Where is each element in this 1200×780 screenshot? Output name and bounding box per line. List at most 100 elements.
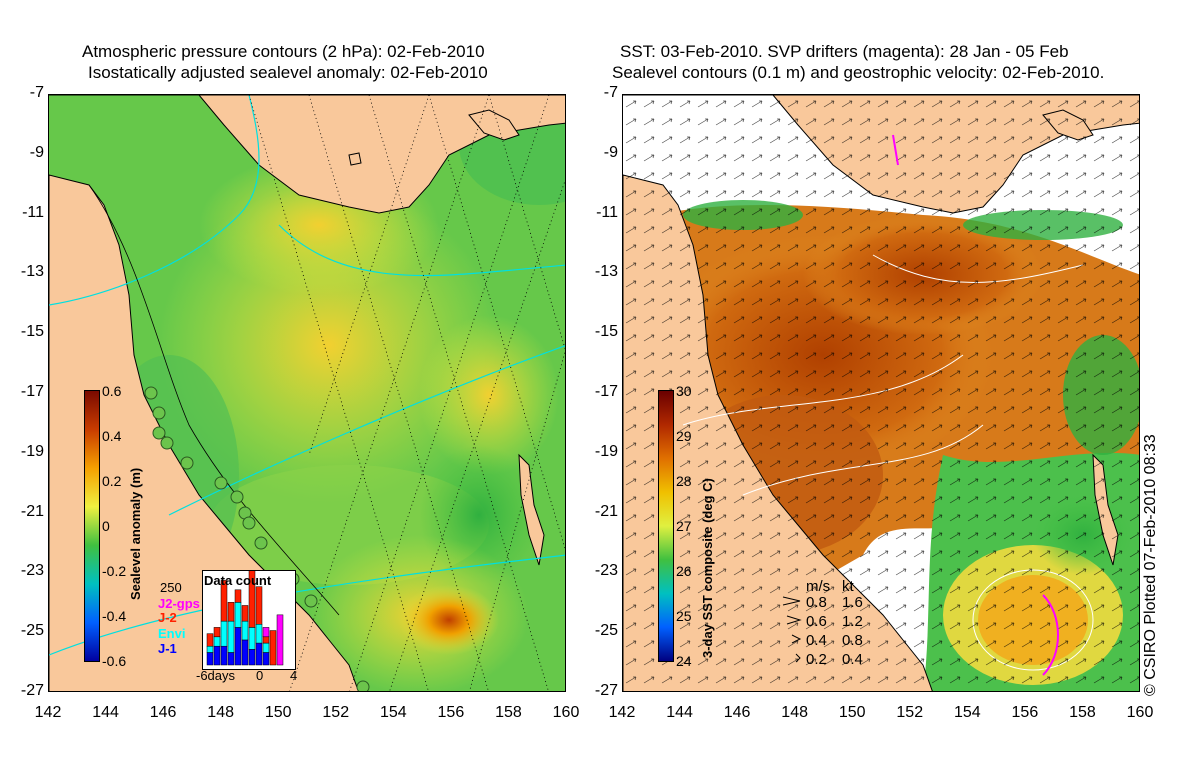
velocity-kt-value: 0.4 (842, 651, 863, 668)
colorbar-tick-label: -0.6 (102, 653, 127, 669)
y-tick-label: -17 (594, 383, 618, 400)
histogram-bar-segment (262, 636, 270, 644)
x-tick-label: 150 (264, 704, 292, 721)
velocity-ms-value: 0.2 (806, 651, 827, 668)
legend-j2: J-2 (158, 610, 177, 625)
velocity-ms-value: 0.8 (806, 594, 827, 611)
x-tick-label: 152 (896, 704, 924, 721)
velocity-kt-value: 1.2 (842, 613, 863, 630)
copyright-notice: © CSIRO Plotted 07-Feb-2010 08:33 (1142, 434, 1159, 696)
inset-xtick-2: 4 (290, 668, 298, 683)
velocity-arrow-icon (786, 613, 802, 630)
histogram-bar-segment (234, 589, 242, 603)
colorbar-tick-label: 26 (676, 563, 692, 579)
histogram-bar-segment (241, 639, 249, 666)
y-tick-label: -11 (596, 203, 618, 221)
colorbar-tick-label: 28 (676, 473, 692, 489)
velocity-arrow-icon (795, 651, 802, 668)
sst-map (622, 94, 1140, 692)
histogram-bar-segment (220, 620, 228, 647)
y-tick-label: -15 (594, 323, 618, 341)
histogram-bar-segment (269, 630, 277, 666)
histogram-bar-segment (227, 652, 235, 666)
colorbar-tick-label: 0.2 (102, 473, 122, 489)
x-tick-label: 158 (1069, 704, 1096, 721)
x-tick-label: 156 (1011, 704, 1039, 721)
x-tick-label: 158 (495, 704, 522, 721)
y-tick-label: -23 (594, 562, 618, 580)
inset-xtick-1: 0 (256, 668, 264, 683)
colorbar-tick-label: -0.2 (102, 563, 127, 579)
histogram-bar-segment (213, 627, 221, 638)
colorbar-tick-label: 0 (102, 518, 110, 534)
histogram-bar-segment (255, 624, 263, 644)
sst-colorbar-label: 3-day SST composite (deg C) (700, 478, 715, 658)
histogram-bar-segment (255, 642, 263, 666)
histogram-bar-segment (220, 580, 228, 622)
velocity-arrow-icon (782, 594, 802, 611)
histogram-bar-segment (213, 636, 221, 647)
histogram-bar-segment (234, 602, 242, 628)
x-tick-label: 160 (552, 704, 580, 721)
colorbar-tick-label: 24 (676, 653, 692, 669)
velocity-ms-value: 0.6 (806, 613, 827, 630)
colorbar-tick-label: -0.4 (102, 608, 127, 624)
histogram-bar-segment (206, 633, 214, 647)
velocity-arrow-icon (791, 632, 802, 649)
y-tick-label: -25 (594, 622, 618, 640)
x-tick-label: 160 (1126, 704, 1154, 721)
x-tick-label: 148 (781, 704, 808, 721)
left-title-line1: Atmospheric pressure contours (2 hPa): 0… (82, 42, 485, 61)
x-tick-label: 144 (92, 704, 119, 721)
histogram-bar-segment (227, 620, 235, 653)
data-count-ymax: 250 (160, 580, 182, 595)
velocity-kt-value: 0.8 (842, 632, 863, 649)
sealevel-map-graphic (49, 95, 565, 691)
left-title-line2: Isostatically adjusted sealevel anomaly:… (88, 63, 488, 82)
sst-map-graphic (623, 95, 1139, 691)
y-tick-label: -9 (603, 143, 618, 161)
histogram-bar-segment (248, 649, 256, 666)
x-tick-label: 154 (953, 704, 981, 721)
histogram-bar-segment (234, 627, 242, 666)
colorbar-tick-label: 0.6 (102, 383, 122, 399)
sealevel-colorbar (84, 390, 100, 662)
right-title-line1: SST: 03-Feb-2010. SVP drifters (magenta)… (620, 42, 1069, 61)
y-tick-label: -27 (20, 682, 44, 699)
data-count-title: Data count (204, 573, 272, 588)
y-tick-label: -15 (20, 323, 44, 341)
x-tick-label: 156 (437, 704, 465, 721)
y-tick-label: -19 (20, 442, 44, 460)
legend-j2-gps: J2-gps (158, 596, 200, 611)
velocity-ms-value: 0.4 (806, 632, 827, 649)
legend-envi: Envi (158, 626, 186, 641)
colorbar-tick-label: 30 (676, 383, 692, 399)
y-tick-label: -23 (20, 562, 44, 580)
data-count-inset (202, 564, 296, 670)
histogram-bar-segment (262, 627, 270, 638)
data-count-histogram (206, 564, 284, 666)
colorbar-tick-label: 25 (676, 608, 692, 624)
inset-xtick-0: -6days (196, 668, 236, 683)
y-tick-label: -19 (594, 442, 618, 460)
y-tick-label: -21 (594, 502, 618, 520)
legend-j1: J-1 (158, 641, 177, 656)
y-tick-label: -27 (594, 682, 618, 699)
histogram-bar-segment (255, 586, 263, 625)
x-tick-label: 146 (149, 704, 177, 721)
sealevel-colorbar-label: Sealevel anomaly (m) (128, 467, 143, 600)
histogram-bar-segment (248, 627, 256, 650)
x-tick-label: 150 (838, 704, 866, 721)
histogram-bar-segment (241, 620, 249, 641)
y-tick-label: -13 (594, 263, 618, 281)
histogram-bar-segment (227, 602, 235, 622)
sst-colorbar (658, 390, 674, 662)
sealevel-anomaly-map (48, 94, 566, 692)
y-tick-label: -7 (603, 84, 618, 101)
histogram-bar-segment (213, 645, 221, 666)
right-title-line2: Sealevel contours (0.1 m) and geostrophi… (612, 63, 1105, 82)
histogram-bar-segment (206, 645, 214, 653)
y-tick-label: -17 (20, 383, 44, 400)
velocity-kt-value: 1.6 (842, 594, 863, 611)
x-tick-label: 144 (666, 704, 693, 721)
